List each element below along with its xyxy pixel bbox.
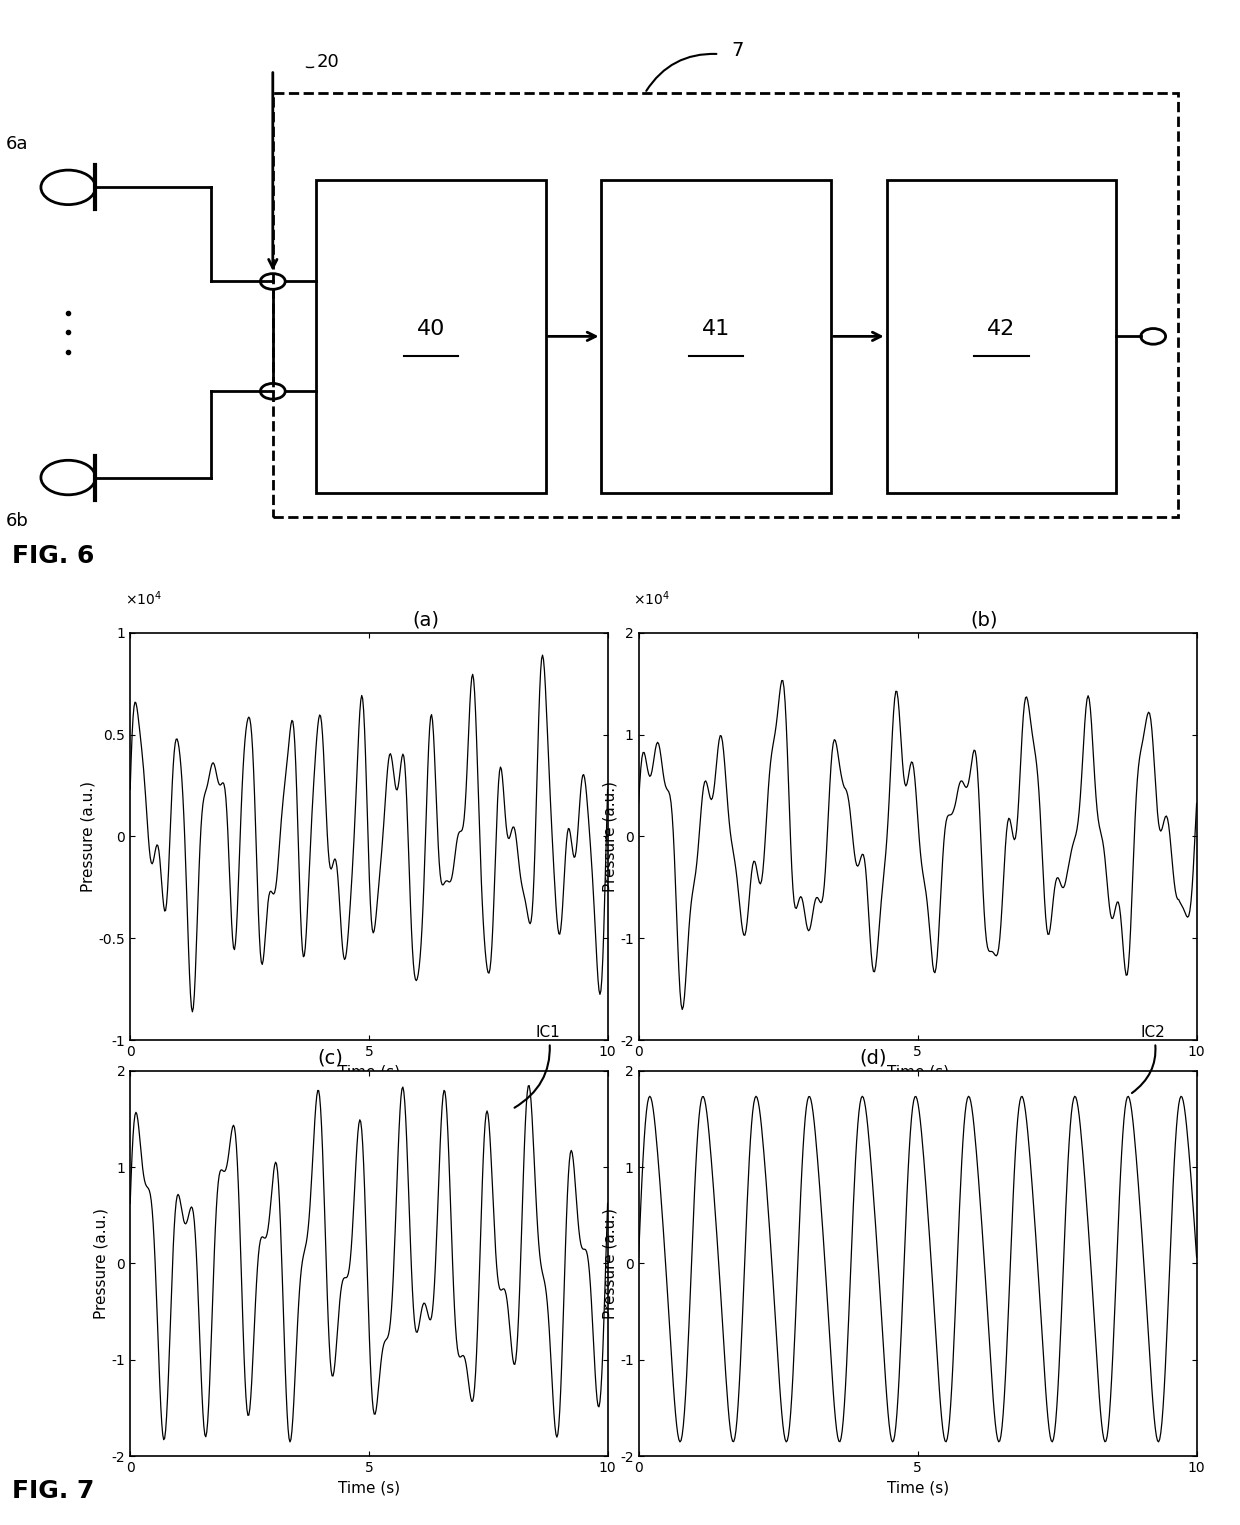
Text: 20: 20	[316, 53, 339, 70]
Y-axis label: Pressure (a.u.): Pressure (a.u.)	[81, 781, 95, 892]
Title: (c): (c)	[317, 1049, 343, 1067]
Text: 6b: 6b	[6, 512, 29, 529]
Title: (b): (b)	[971, 612, 998, 630]
Text: 41: 41	[702, 319, 730, 339]
Y-axis label: Pressure (a.u.): Pressure (a.u.)	[603, 1208, 618, 1319]
X-axis label: Time (s): Time (s)	[887, 1064, 949, 1080]
Text: FIG. 7: FIG. 7	[12, 1479, 94, 1502]
Text: 42: 42	[987, 319, 1016, 339]
X-axis label: Time (s): Time (s)	[337, 1481, 401, 1496]
X-axis label: Time (s): Time (s)	[337, 1064, 401, 1080]
Y-axis label: Pressure (a.u.): Pressure (a.u.)	[603, 781, 618, 892]
Text: 6a: 6a	[6, 136, 29, 152]
Bar	[887, 180, 1116, 493]
Text: FIG. 6: FIG. 6	[12, 544, 94, 567]
Text: $\times10^4$: $\times10^4$	[632, 590, 670, 608]
Title: (d): (d)	[859, 1049, 887, 1067]
Text: IC1: IC1	[515, 1025, 560, 1107]
Bar	[316, 180, 546, 493]
Text: IC2: IC2	[1132, 1025, 1166, 1093]
X-axis label: Time (s): Time (s)	[887, 1481, 949, 1496]
Text: 40: 40	[417, 319, 445, 339]
Text: $\times10^4$: $\times10^4$	[125, 590, 162, 608]
Y-axis label: Pressure (a.u.): Pressure (a.u.)	[94, 1208, 109, 1319]
Circle shape	[41, 461, 95, 494]
Title: (a): (a)	[413, 612, 440, 630]
Bar	[601, 180, 831, 493]
Bar	[273, 93, 1178, 517]
Text: 7: 7	[732, 41, 744, 59]
Circle shape	[41, 171, 95, 204]
